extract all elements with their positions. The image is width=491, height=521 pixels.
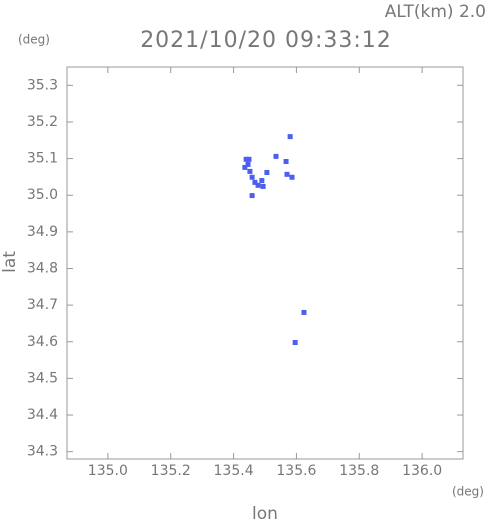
radar-echo [284,171,290,177]
y-axis-label: lat [0,251,20,273]
x-tick-label: 135.2 [151,463,191,479]
radar-echo [255,182,261,188]
radar-echo [289,174,295,180]
radar-echo [259,178,265,184]
x-tick-label: 135.6 [276,463,316,479]
y-tick-label: 35.2 [27,114,58,130]
y-tick-label: 34.9 [27,224,58,240]
y-tick-label: 34.3 [27,444,58,460]
y-unit: (deg) [18,33,50,47]
x-tick-label: 135.8 [339,463,379,479]
chart-title: 2021/10/20 09:33:12 [140,28,392,53]
radar-echo [292,339,298,345]
radar-echo [252,179,258,185]
y-tick-label: 35.1 [27,151,58,167]
x-tick-label: 135.0 [88,463,128,479]
radar-echo [245,161,251,167]
y-tick-label: 34.5 [27,370,58,386]
x-tick-label: 135.4 [214,463,254,479]
radar-echo [260,183,266,189]
radar-echo [249,174,255,180]
plot-frame [66,66,464,460]
radar-echo [264,170,270,176]
radar-echo [273,153,279,159]
radar-echo [247,168,253,174]
y-tick-label: 34.7 [27,297,58,313]
y-tick-label: 34.8 [27,260,58,276]
radar-echo [242,164,248,170]
y-tick-label: 34.6 [27,334,58,350]
radar-echo [283,159,289,165]
radar-echo [287,134,293,140]
altitude-label: ALT(km) 2.0 [385,2,486,22]
radar-echo [243,156,249,162]
radar-echo [301,309,307,315]
radar-echo [246,156,252,162]
y-tick-label: 35.0 [27,187,58,203]
y-tick-label: 35.3 [27,77,58,93]
y-tick-label: 34.4 [27,407,58,423]
x-tick-label: 136.0 [402,463,442,479]
radar-echo [249,193,255,199]
x-unit: (deg) [452,485,484,499]
x-axis-label: lon [252,504,278,521]
